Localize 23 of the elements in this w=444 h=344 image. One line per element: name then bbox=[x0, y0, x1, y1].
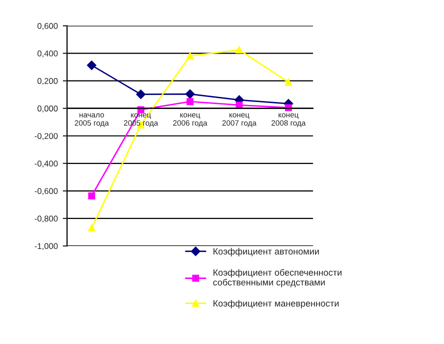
y-tick-label: -1,000 bbox=[34, 243, 58, 250]
point bbox=[284, 78, 292, 86]
point bbox=[186, 98, 194, 106]
y-tick-label: -0,800 bbox=[34, 216, 58, 223]
point bbox=[136, 90, 146, 99]
point bbox=[88, 224, 96, 232]
point bbox=[236, 102, 243, 109]
point bbox=[88, 192, 96, 200]
y-tick-label: -0,200 bbox=[34, 133, 58, 140]
y-tick-label: 0,200 bbox=[37, 78, 58, 85]
y-tick-label: -0,400 bbox=[34, 160, 58, 168]
point bbox=[185, 89, 195, 99]
point bbox=[284, 104, 292, 112]
point bbox=[87, 60, 96, 70]
y-tick-label: 0,600 bbox=[37, 23, 58, 30]
y-tick-label: -0,600 bbox=[34, 188, 58, 196]
legend-label: Коэффициент маневренности bbox=[214, 300, 339, 308]
point bbox=[236, 46, 243, 54]
point bbox=[186, 52, 194, 60]
legend-label: Коэффициент автономии bbox=[214, 248, 319, 256]
y-tick-label: 0,400 bbox=[37, 50, 58, 58]
y-tick-label: 0,000 bbox=[37, 106, 58, 112]
legend-label: Коэффициент обеспеченности собственными средствами bbox=[213, 268, 342, 288]
